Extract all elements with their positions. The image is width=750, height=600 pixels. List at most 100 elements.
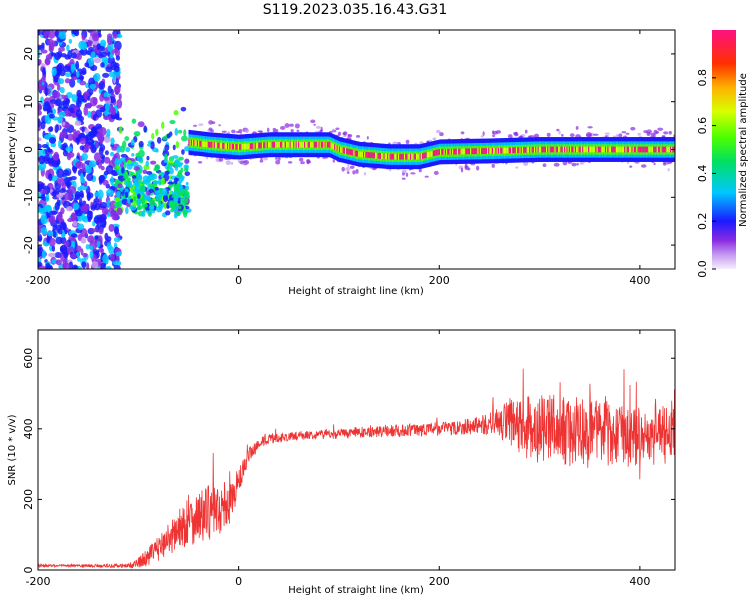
spectrogram-blob (178, 156, 184, 161)
spectrogram-ridge (604, 146, 607, 153)
spectrogram-halo (300, 161, 305, 165)
spectrogram-blob (54, 30, 59, 38)
spectrogram-blob (57, 228, 63, 235)
spectrogram-ridge (355, 150, 358, 157)
spectrogram-ridge (586, 146, 589, 153)
spectrogram-blob (101, 155, 105, 165)
spectrogram-ridge (261, 142, 264, 149)
y-tick-label: 0 (22, 567, 35, 574)
spectrogram-blob (59, 177, 65, 186)
spectrogram-ridge (394, 153, 396, 160)
spectrogram-ridge (612, 146, 614, 153)
spectrogram-ridge (272, 141, 275, 148)
spectrogram-blob (185, 181, 189, 186)
spectrogram-blob (64, 78, 71, 84)
spectrogram-ridge (443, 148, 446, 155)
spectrogram-halo (475, 165, 480, 171)
y-tick-label: 0 (22, 146, 35, 153)
spectrogram-blob (74, 30, 80, 37)
spectrogram-ridge (230, 143, 233, 150)
spectrogram-ridge (643, 146, 646, 153)
spectrogram-blob (57, 78, 65, 85)
spectrogram-halo (335, 127, 340, 130)
spectrogram-blob (44, 57, 51, 66)
spectrogram-ridge (225, 143, 228, 149)
spectrogram-halo (630, 126, 636, 131)
spectrogram-ridge (212, 142, 215, 148)
snr-line-series (38, 368, 675, 569)
spectrogram-blob (146, 171, 153, 175)
spectrogram-blob (81, 34, 86, 41)
spectrogram-blob (99, 202, 108, 209)
spectrogram-ridge (248, 143, 251, 150)
spectrogram-ridge (585, 146, 588, 153)
spectrogram-ridge (323, 141, 325, 148)
spectrogram-blob (86, 110, 92, 118)
spectrogram-ridge (552, 146, 554, 153)
spectrogram-halo (294, 123, 300, 129)
spectrogram-blob (126, 159, 132, 165)
spectrogram-ridge (222, 142, 224, 149)
spectrogram-blob (151, 132, 155, 140)
spectrogram-blob (82, 252, 88, 258)
spectrogram-blob (104, 150, 109, 156)
spectrogram-blob (115, 196, 120, 202)
spectrogram-blob (103, 91, 111, 98)
figure-title: S119.2023.035.16.43.G31 (263, 2, 448, 18)
spectrogram-ridge (637, 146, 640, 153)
spectrogram-halo (418, 168, 422, 173)
spectrogram-ridge (267, 141, 270, 148)
spectrogram-ridge (360, 151, 363, 158)
spectrogram-blob (151, 209, 156, 214)
spectrogram-ridge (555, 146, 558, 153)
spectrogram-ridge (276, 141, 278, 148)
spectrogram-blob (43, 204, 52, 214)
spectrogram-ridge (583, 146, 585, 153)
spectrogram-halo (343, 131, 348, 136)
spectrogram-blob (57, 50, 63, 59)
spectrogram-ridge (369, 152, 371, 158)
spectrogram-panel: -200 0 200 400 20 10 0 -10 -20 Height of straigh… (7, 29, 676, 297)
spectrogram-blob (48, 252, 56, 258)
spectrogram-blob (167, 181, 175, 185)
spectrogram-blob (62, 262, 71, 269)
spectrogram-halo (558, 131, 561, 135)
spectrogram-ridge (340, 146, 342, 153)
spectrogram-blob (99, 179, 103, 185)
spectrogram-halo (575, 126, 579, 130)
spectrogram-halo (482, 131, 485, 136)
spectrogram-halo (231, 129, 236, 134)
spectrogram-ridge (447, 148, 449, 155)
spectrogram-ridge (478, 148, 481, 155)
spectrogram-blob (173, 177, 178, 185)
spectrogram-blob (38, 137, 42, 142)
spectrogram-ridge (578, 146, 581, 153)
spectrogram-blob (81, 126, 85, 133)
spectrogram-blob (77, 257, 81, 262)
spectrogram-blob (177, 162, 183, 168)
spectrogram-blob (129, 184, 133, 189)
spectrogram-blob (100, 262, 106, 269)
spectrogram-blob (43, 30, 48, 38)
spectrogram-blob (80, 177, 86, 184)
spectrogram-blob (79, 80, 87, 86)
spectrogram-blob (109, 54, 114, 59)
spectrogram-ridge (237, 144, 240, 150)
spectrogram-blob (55, 124, 60, 132)
spectrogram-ridge (425, 152, 428, 159)
spectrogram-ridge (214, 142, 217, 149)
spectrogram-halo (290, 128, 294, 133)
spectrogram-blob (100, 39, 107, 47)
spectrogram-blob (66, 206, 73, 212)
spectrogram-halo (366, 136, 369, 140)
spectrogram-ridge (346, 148, 348, 155)
spectrogram-blob (41, 249, 47, 259)
spectrogram-ridge (489, 148, 492, 154)
spectrogram-blob (104, 103, 110, 112)
spectrogram-ridge (337, 146, 340, 152)
spectrogram-ridge (541, 146, 543, 153)
spectrogram-blob (62, 121, 66, 126)
spectrogram-blob (83, 203, 89, 212)
spectrogram-blob (52, 90, 61, 99)
spectrogram-halo (661, 135, 666, 138)
